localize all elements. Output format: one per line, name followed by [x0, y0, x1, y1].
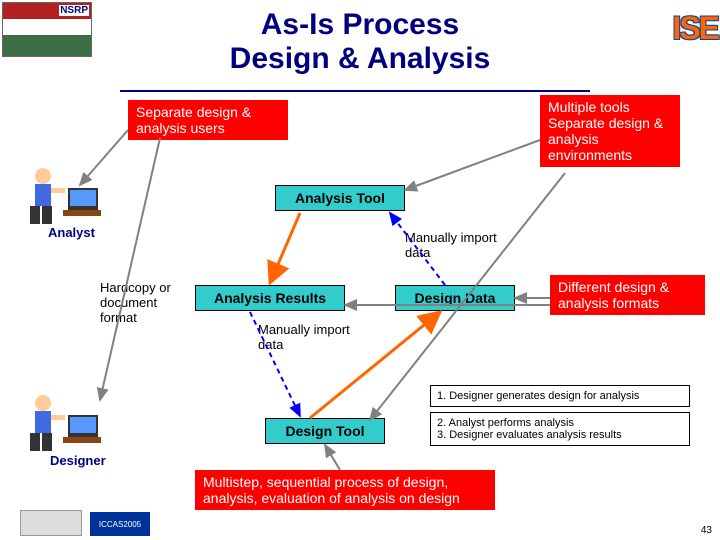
label-designer: Designer — [50, 453, 106, 468]
node-design-tool: Design Tool — [265, 418, 385, 444]
step-2: 2. Analyst performs analysis — [437, 417, 574, 429]
callout-different-formats: Different design & analysis formats — [550, 275, 705, 315]
callout-multiple-tools: Multiple tools Separate design & analysi… — [540, 95, 680, 167]
label-import-1: Manually import data — [405, 230, 515, 260]
title-line-1: As-Is Process — [261, 8, 459, 41]
step-3: 3. Designer evaluates analysis results — [437, 429, 622, 441]
page-title: As-Is Process Design & Analysis — [0, 8, 720, 76]
analyst-icon — [18, 158, 103, 228]
designer-icon — [18, 385, 103, 455]
callout-multistep: Multistep, sequential process of design,… — [195, 470, 495, 510]
title-underline — [120, 90, 590, 92]
footer-logo-1 — [20, 510, 82, 536]
node-analysis-tool: Analysis Tool — [275, 185, 405, 211]
callout-separate-users: Separate design & analysis users — [128, 100, 288, 140]
arrows-layer — [0, 0, 720, 540]
steps-2-3: 2. Analyst performs analysis 3. Designer… — [430, 412, 690, 446]
footer-logo-2: ICCAS2005 — [90, 512, 150, 536]
label-hardcopy: Hardcopy or document format — [100, 280, 190, 325]
step-1: 1. Designer generates design for analysi… — [430, 385, 690, 407]
page-number: 43 — [701, 525, 712, 536]
node-design-data: Design Data — [395, 285, 515, 311]
node-analysis-results: Analysis Results — [195, 285, 345, 311]
title-line-2: Design & Analysis — [230, 42, 491, 75]
label-import-2: Manually import data — [258, 322, 368, 352]
